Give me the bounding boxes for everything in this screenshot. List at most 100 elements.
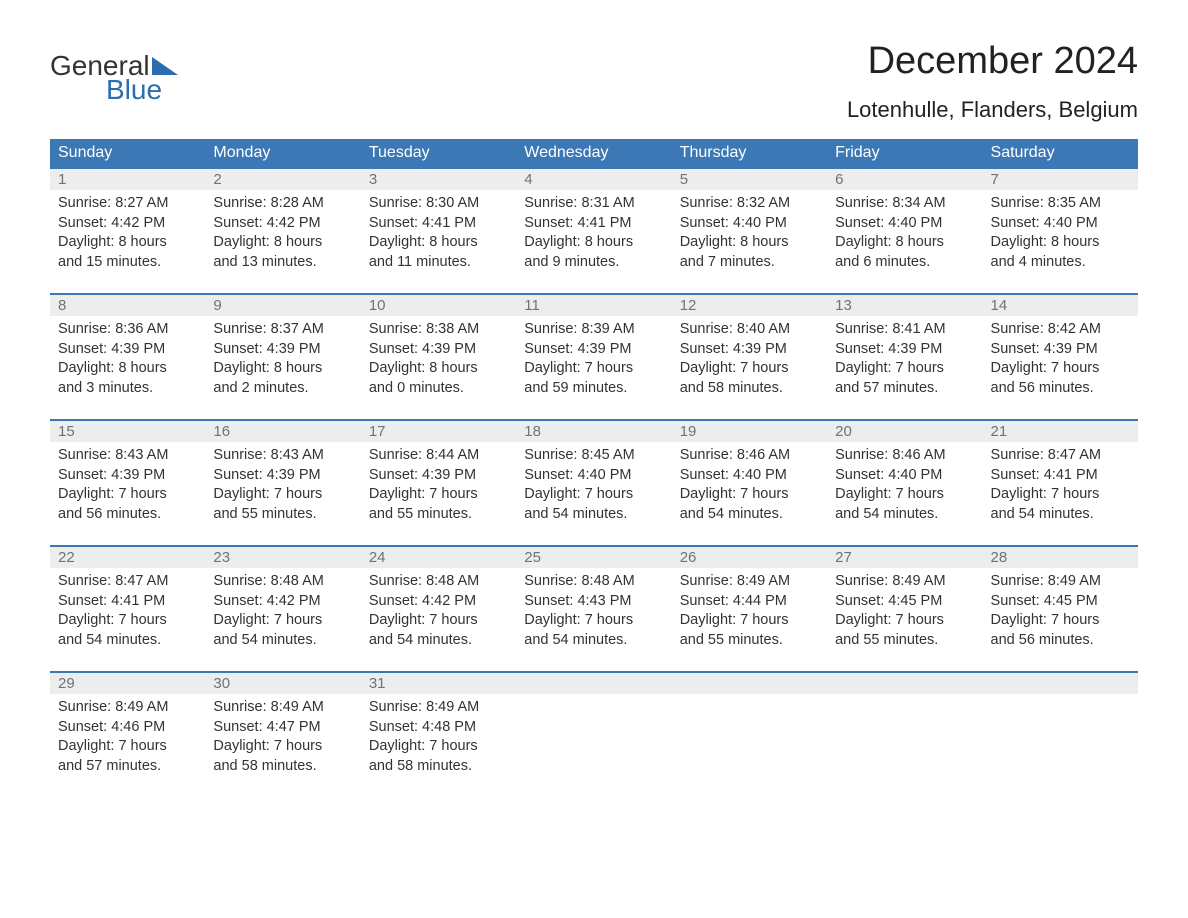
day-number-empty [672, 673, 827, 694]
day-d2: and 54 minutes. [680, 505, 819, 525]
day-d2: and 55 minutes. [680, 631, 819, 651]
day-number-strip: 31 [361, 671, 516, 694]
day-d1: Daylight: 7 hours [991, 485, 1130, 505]
day-d1: Daylight: 7 hours [213, 485, 352, 505]
day-d2: and 54 minutes. [524, 631, 663, 651]
day-body: Sunrise: 8:49 AMSunset: 4:47 PMDaylight:… [205, 694, 360, 782]
day-sunrise: Sunrise: 8:42 AM [991, 320, 1130, 340]
calendar-day-cell: 16Sunrise: 8:43 AMSunset: 4:39 PMDayligh… [205, 419, 360, 545]
day-d1: Daylight: 7 hours [524, 485, 663, 505]
day-body: Sunrise: 8:28 AMSunset: 4:42 PMDaylight:… [205, 190, 360, 278]
calendar-day-cell: 27Sunrise: 8:49 AMSunset: 4:45 PMDayligh… [827, 545, 982, 671]
day-d2: and 4 minutes. [991, 253, 1130, 273]
day-header: Monday [205, 139, 360, 167]
day-sunrise: Sunrise: 8:41 AM [835, 320, 974, 340]
day-d2: and 59 minutes. [524, 379, 663, 399]
day-d2: and 3 minutes. [58, 379, 197, 399]
day-number-strip: 11 [516, 293, 671, 316]
day-sunrise: Sunrise: 8:43 AM [58, 446, 197, 466]
day-sunrise: Sunrise: 8:32 AM [680, 194, 819, 214]
day-header-row: SundayMondayTuesdayWednesdayThursdayFrid… [50, 139, 1138, 167]
day-number: 16 [205, 421, 360, 442]
calendar-week: 22Sunrise: 8:47 AMSunset: 4:41 PMDayligh… [50, 545, 1138, 671]
day-number: 13 [827, 295, 982, 316]
day-sunrise: Sunrise: 8:49 AM [369, 698, 508, 718]
day-number-strip: 10 [361, 293, 516, 316]
day-body: Sunrise: 8:49 AMSunset: 4:48 PMDaylight:… [361, 694, 516, 782]
location-text: Lotenhulle, Flanders, Belgium [847, 97, 1138, 123]
day-d2: and 54 minutes. [835, 505, 974, 525]
day-number-strip: 19 [672, 419, 827, 442]
month-title: December 2024 [847, 40, 1138, 83]
day-number: 22 [50, 547, 205, 568]
day-d2: and 57 minutes. [58, 757, 197, 777]
day-sunrise: Sunrise: 8:48 AM [213, 572, 352, 592]
calendar-day-cell: 19Sunrise: 8:46 AMSunset: 4:40 PMDayligh… [672, 419, 827, 545]
day-number: 14 [983, 295, 1138, 316]
day-d2: and 56 minutes. [58, 505, 197, 525]
day-number-empty [827, 673, 982, 694]
calendar-head: SundayMondayTuesdayWednesdayThursdayFrid… [50, 139, 1138, 167]
calendar-day-cell: 23Sunrise: 8:48 AMSunset: 4:42 PMDayligh… [205, 545, 360, 671]
day-d1: Daylight: 7 hours [58, 611, 197, 631]
day-number: 17 [361, 421, 516, 442]
day-body: Sunrise: 8:42 AMSunset: 4:39 PMDaylight:… [983, 316, 1138, 404]
day-d1: Daylight: 8 hours [835, 233, 974, 253]
day-number: 24 [361, 547, 516, 568]
day-body: Sunrise: 8:48 AMSunset: 4:42 PMDaylight:… [205, 568, 360, 656]
day-d1: Daylight: 7 hours [835, 485, 974, 505]
day-d2: and 55 minutes. [213, 505, 352, 525]
day-sunset: Sunset: 4:45 PM [991, 592, 1130, 612]
day-sunrise: Sunrise: 8:49 AM [213, 698, 352, 718]
day-sunrise: Sunrise: 8:49 AM [58, 698, 197, 718]
day-body: Sunrise: 8:43 AMSunset: 4:39 PMDaylight:… [50, 442, 205, 530]
day-d1: Daylight: 7 hours [680, 485, 819, 505]
calendar-day-cell [516, 671, 671, 797]
day-number-strip: 15 [50, 419, 205, 442]
day-d1: Daylight: 7 hours [213, 737, 352, 757]
day-body: Sunrise: 8:48 AMSunset: 4:42 PMDaylight:… [361, 568, 516, 656]
day-sunset: Sunset: 4:39 PM [369, 466, 508, 486]
day-d1: Daylight: 8 hours [213, 233, 352, 253]
day-d2: and 13 minutes. [213, 253, 352, 273]
day-body: Sunrise: 8:49 AMSunset: 4:44 PMDaylight:… [672, 568, 827, 656]
day-d2: and 54 minutes. [524, 505, 663, 525]
day-sunrise: Sunrise: 8:28 AM [213, 194, 352, 214]
day-sunset: Sunset: 4:39 PM [213, 466, 352, 486]
calendar-day-cell: 30Sunrise: 8:49 AMSunset: 4:47 PMDayligh… [205, 671, 360, 797]
day-number-strip: 29 [50, 671, 205, 694]
day-sunset: Sunset: 4:41 PM [369, 214, 508, 234]
day-number-strip: 3 [361, 167, 516, 190]
day-header: Friday [827, 139, 982, 167]
title-block: December 2024 Lotenhulle, Flanders, Belg… [847, 40, 1138, 123]
day-sunset: Sunset: 4:40 PM [680, 214, 819, 234]
day-number-strip [983, 671, 1138, 694]
day-sunrise: Sunrise: 8:38 AM [369, 320, 508, 340]
logo-triangle-icon [152, 55, 178, 75]
day-number-empty [983, 673, 1138, 694]
day-d1: Daylight: 8 hours [58, 233, 197, 253]
calendar-day-cell: 11Sunrise: 8:39 AMSunset: 4:39 PMDayligh… [516, 293, 671, 419]
day-header: Wednesday [516, 139, 671, 167]
day-d2: and 15 minutes. [58, 253, 197, 273]
calendar-day-cell: 26Sunrise: 8:49 AMSunset: 4:44 PMDayligh… [672, 545, 827, 671]
day-body: Sunrise: 8:35 AMSunset: 4:40 PMDaylight:… [983, 190, 1138, 278]
day-sunset: Sunset: 4:45 PM [835, 592, 974, 612]
day-sunset: Sunset: 4:47 PM [213, 718, 352, 738]
day-d2: and 54 minutes. [991, 505, 1130, 525]
day-body: Sunrise: 8:46 AMSunset: 4:40 PMDaylight:… [672, 442, 827, 530]
calendar-day-cell: 1Sunrise: 8:27 AMSunset: 4:42 PMDaylight… [50, 167, 205, 293]
day-d2: and 58 minutes. [213, 757, 352, 777]
day-sunset: Sunset: 4:40 PM [524, 466, 663, 486]
day-sunset: Sunset: 4:39 PM [369, 340, 508, 360]
day-number: 21 [983, 421, 1138, 442]
day-number: 4 [516, 169, 671, 190]
day-body: Sunrise: 8:47 AMSunset: 4:41 PMDaylight:… [983, 442, 1138, 530]
day-number: 9 [205, 295, 360, 316]
day-body: Sunrise: 8:40 AMSunset: 4:39 PMDaylight:… [672, 316, 827, 404]
day-number: 31 [361, 673, 516, 694]
day-number: 12 [672, 295, 827, 316]
day-number-strip: 14 [983, 293, 1138, 316]
calendar-day-cell: 3Sunrise: 8:30 AMSunset: 4:41 PMDaylight… [361, 167, 516, 293]
day-body: Sunrise: 8:48 AMSunset: 4:43 PMDaylight:… [516, 568, 671, 656]
